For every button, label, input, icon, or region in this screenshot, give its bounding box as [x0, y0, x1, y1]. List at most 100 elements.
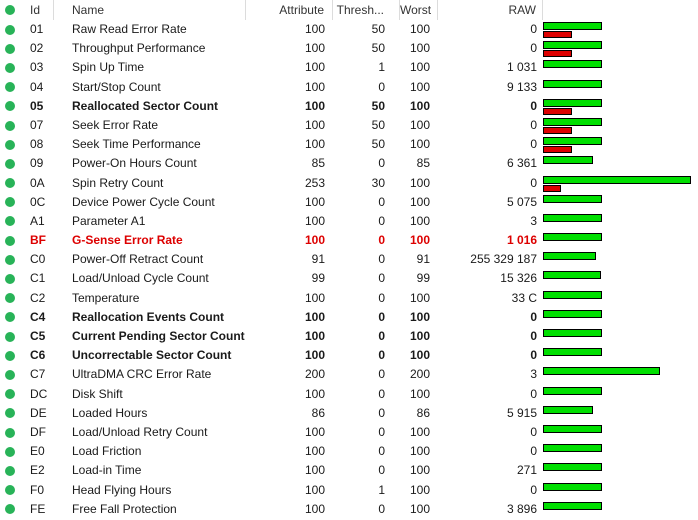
raw-value-cell: 6 361: [506, 156, 537, 171]
column-header-raw[interactable]: RAW: [438, 0, 543, 20]
bar-cell: [543, 327, 698, 346]
column-header-id[interactable]: Id: [25, 0, 54, 20]
table-row[interactable]: 09 Power-On Hours Count 85 0 85 6 361: [0, 154, 698, 173]
value-bar: [543, 79, 602, 88]
value-bar: [543, 117, 602, 126]
value-bar: [543, 60, 602, 69]
attribute-id-cell: A1: [30, 213, 45, 228]
attribute-name-cell: Reallocated Sector Count: [72, 98, 219, 113]
table-row[interactable]: C1 Load/Unload Cycle Count 99 0 99 15 32…: [0, 269, 698, 288]
threshold-cell: 0: [378, 309, 385, 324]
status-cell: [0, 20, 25, 39]
value-bar: [543, 501, 602, 510]
value-bar: [543, 22, 602, 30]
worst-cell: 100: [409, 329, 430, 343]
status-ok-icon: [5, 504, 15, 515]
status-column-header[interactable]: [0, 0, 25, 20]
status-cell: [0, 481, 25, 500]
table-row[interactable]: 07 Seek Error Rate 100 50 100 0: [0, 116, 698, 135]
attribute-name-cell: Parameter A1: [72, 213, 146, 228]
attribute-name-cell: Raw Read Error Rate: [72, 22, 187, 36]
status-ok-icon: [5, 62, 15, 73]
raw-value-cell: 0: [530, 41, 537, 56]
attribute-value-cell: 86: [311, 405, 325, 420]
table-row[interactable]: A1 Parameter A1 100 0 100 3: [0, 212, 698, 231]
raw-value-cell: 0: [530, 22, 537, 36]
status-ok-icon: [5, 293, 15, 304]
threshold-cell: 0: [378, 444, 385, 459]
table-row[interactable]: DF Load/Unload Retry Count 100 0 100 0: [0, 423, 698, 442]
raw-value-cell: 0: [530, 482, 537, 497]
column-header-name[interactable]: Name: [54, 0, 246, 20]
table-row[interactable]: C5 Current Pending Sector Count 100 0 10…: [0, 327, 698, 346]
threshold-bar: [543, 146, 572, 154]
table-row[interactable]: C6 Uncorrectable Sector Count 100 0 100 …: [0, 346, 698, 365]
table-row[interactable]: C7 UltraDMA CRC Error Rate 200 0 200 3: [0, 365, 698, 384]
attribute-id-cell: 04: [30, 79, 44, 94]
status-cell: [0, 385, 25, 404]
attribute-id-cell: 09: [30, 156, 44, 171]
status-ok-icon: [5, 82, 15, 93]
status-ok-icon: [5, 178, 15, 189]
attribute-id-cell: 0C: [30, 194, 46, 209]
status-ok-icon: [5, 465, 15, 476]
raw-value-cell: 0: [530, 117, 537, 132]
table-row[interactable]: DC Disk Shift 100 0 100 0: [0, 385, 698, 404]
column-header-threshold[interactable]: Thresh...: [333, 0, 400, 20]
attribute-name-cell: Free Fall Protection: [72, 501, 177, 516]
table-row[interactable]: BF G-Sense Error Rate 100 0 100 1 016: [0, 231, 698, 250]
status-ok-icon: [5, 350, 15, 361]
attribute-value-cell: 100: [304, 60, 325, 75]
table-row[interactable]: 03 Spin Up Time 100 1 100 1 031: [0, 58, 698, 77]
status-cell: [0, 500, 25, 519]
table-row[interactable]: 0A Spin Retry Count 253 30 100 0: [0, 174, 698, 193]
table-row[interactable]: C4 Reallocation Events Count 100 0 100 0: [0, 308, 698, 327]
table-row[interactable]: E0 Load Friction 100 0 100 0: [0, 442, 698, 461]
raw-value-cell: 9 133: [506, 79, 537, 94]
threshold-bar: [543, 107, 572, 115]
attribute-value-cell: 100: [304, 329, 325, 343]
table-row[interactable]: DE Loaded Hours 86 0 86 5 915: [0, 404, 698, 423]
column-header-bars: [543, 0, 698, 20]
table-row[interactable]: FE Free Fall Protection 100 0 100 3 896: [0, 500, 698, 519]
threshold-cell: 0: [378, 213, 385, 228]
worst-cell: 100: [409, 233, 430, 248]
bar-cell: [543, 500, 698, 519]
threshold-cell: 50: [371, 22, 385, 36]
worst-cell: 100: [409, 60, 430, 75]
status-cell: [0, 327, 25, 346]
value-bar: [543, 41, 602, 50]
table-row[interactable]: E2 Load-in Time 100 0 100 271: [0, 461, 698, 480]
status-ok-icon: [5, 369, 15, 380]
status-cell: [0, 212, 25, 231]
attribute-name-cell: Current Pending Sector Count: [72, 329, 245, 343]
column-header-attribute[interactable]: Attribute: [246, 0, 333, 20]
bar-cell: [543, 212, 698, 231]
value-bar: [543, 252, 596, 261]
attribute-name-cell: UltraDMA CRC Error Rate: [72, 367, 212, 382]
column-header-worst[interactable]: Worst: [400, 0, 438, 20]
attribute-value-cell: 100: [304, 98, 325, 113]
worst-cell: 100: [409, 386, 430, 401]
raw-value-cell: 0: [530, 444, 537, 459]
table-row[interactable]: C2 Temperature 100 0 100 33 C: [0, 289, 698, 308]
status-ok-icon: [5, 216, 15, 227]
raw-value-cell: 15 326: [500, 271, 537, 286]
table-row[interactable]: C0 Power-Off Retract Count 91 0 91 255 3…: [0, 250, 698, 269]
table-row[interactable]: 05 Reallocated Sector Count 100 50 100 0: [0, 97, 698, 116]
table-row[interactable]: F0 Head Flying Hours 100 1 100 0: [0, 481, 698, 500]
worst-cell: 100: [409, 463, 430, 478]
threshold-cell: 1: [378, 60, 385, 75]
raw-value-cell: 1 031: [506, 60, 537, 75]
table-row[interactable]: 08 Seek Time Performance 100 50 100 0: [0, 135, 698, 154]
table-row[interactable]: 02 Throughput Performance 100 50 100 0: [0, 39, 698, 58]
worst-cell: 100: [409, 348, 430, 363]
status-ok-icon: [5, 24, 15, 35]
attribute-id-cell: F0: [30, 482, 45, 497]
threshold-cell: 0: [378, 405, 385, 420]
table-row[interactable]: 04 Start/Stop Count 100 0 100 9 133: [0, 78, 698, 97]
table-row[interactable]: 01 Raw Read Error Rate 100 50 100 0: [0, 20, 698, 39]
threshold-cell: 0: [378, 156, 385, 171]
status-ok-icon: [5, 331, 15, 342]
table-row[interactable]: 0C Device Power Cycle Count 100 0 100 5 …: [0, 193, 698, 212]
